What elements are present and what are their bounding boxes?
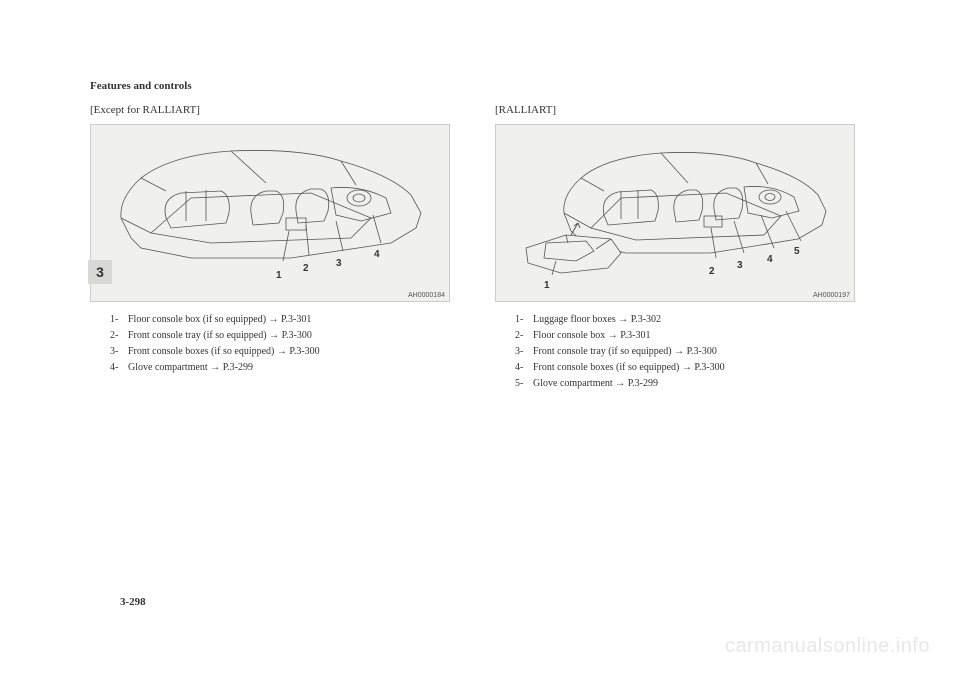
callout-3: 3 (336, 258, 342, 269)
legend-row: 2-Floor console box → P.3-301 (515, 328, 870, 344)
right-figure: 1 2 3 4 5 AH0000197 (495, 124, 855, 302)
legend-row: 3-Front console tray (if so equipped) → … (515, 344, 870, 360)
figure-id-right: AH0000197 (813, 292, 850, 299)
callout-r3: 3 (737, 260, 743, 271)
content-columns: [Except for RALLIART] (90, 104, 870, 392)
section-header: Features and controls (90, 80, 870, 92)
right-subtitle: [RALLIART] (495, 104, 870, 116)
callout-1: 1 (276, 270, 282, 281)
car-interior-illustration-ralliart (516, 143, 836, 283)
legend-row: 4-Front console boxes (if so equipped) →… (515, 360, 870, 376)
chapter-tab: 3 (88, 260, 112, 284)
legend-row: 5-Glove compartment → P.3-299 (515, 376, 870, 392)
car-interior-illustration (111, 143, 431, 283)
legend-row: 1-Floor console box (if so equipped) → P… (110, 312, 465, 328)
left-figure: 1 2 3 4 AH0000184 (90, 124, 450, 302)
watermark: carmanualsonline.info (725, 635, 930, 658)
callout-r4: 4 (767, 254, 773, 265)
callout-4: 4 (374, 249, 380, 260)
figure-id-left: AH0000184 (408, 292, 445, 299)
callout-r5: 5 (794, 246, 800, 257)
left-subtitle: [Except for RALLIART] (90, 104, 465, 116)
right-column: [RALLIART] (495, 104, 870, 392)
legend-row: 2-Front console tray (if so equipped) → … (110, 328, 465, 344)
legend-row: 3-Front console boxes (if so equipped) →… (110, 344, 465, 360)
legend-row: 4-Glove compartment → P.3-299 (110, 360, 465, 376)
callout-r1: 1 (544, 280, 550, 291)
right-legend: 1-Luggage floor boxes → P.3-302 2-Floor … (495, 312, 870, 392)
page-number: 3-298 (120, 596, 146, 608)
callout-r2: 2 (709, 266, 715, 277)
callout-2: 2 (303, 263, 309, 274)
legend-row: 1-Luggage floor boxes → P.3-302 (515, 312, 870, 328)
left-column: [Except for RALLIART] (90, 104, 465, 392)
left-legend: 1-Floor console box (if so equipped) → P… (90, 312, 465, 376)
